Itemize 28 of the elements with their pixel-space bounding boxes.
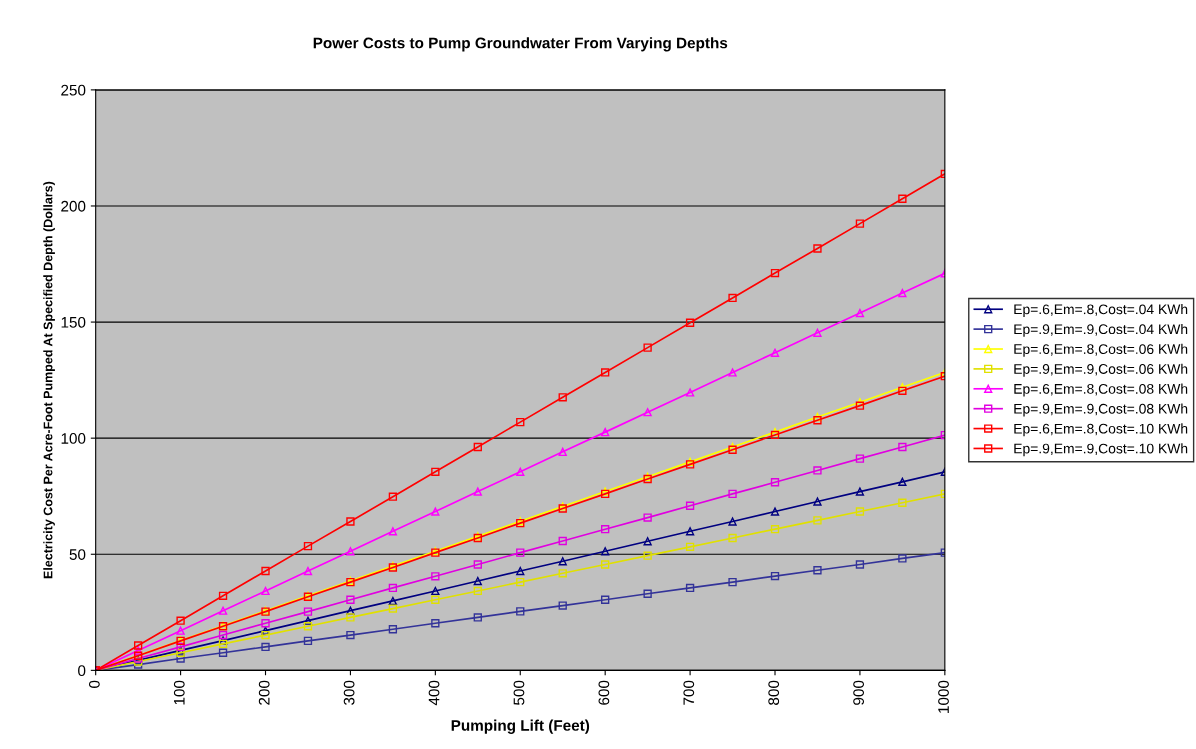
x-tick-label: 500	[513, 680, 525, 705]
x-tick-label: 200	[258, 680, 270, 705]
legend-label: Ep=.9,Em=.9,Cost=.04 KWh	[1014, 323, 1188, 337]
legend-label: Ep=.9,Em=.9,Cost=.08 KWh	[1014, 403, 1188, 417]
x-tick-label: 100	[173, 680, 185, 705]
x-tick-label: 300	[343, 680, 355, 705]
y-tick-label: 0	[78, 665, 86, 677]
legend-label: Ep=.6,Em=.8,Cost=.08 KWh	[1014, 383, 1188, 397]
x-axis-title: Pumping Lift (Feet)	[451, 719, 590, 734]
x-tick-label: 900	[853, 680, 865, 705]
x-tick-label: 600	[598, 680, 610, 705]
x-tick-label: 800	[768, 680, 780, 705]
legend-label: Ep=.6,Em=.8,Cost=.06 KWh	[1014, 343, 1188, 357]
y-axis-title: Electricity Cost Per Acre-Foot Pumped At Specified Depth (Dollars)	[43, 181, 55, 579]
x-tick-label: 0	[88, 680, 100, 688]
x-tick-label: 1000	[938, 680, 949, 713]
y-tick-label: 50	[69, 549, 86, 560]
y-tick-label: 250	[61, 84, 86, 96]
y-tick-label: 200	[61, 200, 86, 212]
y-tick-label: 150	[61, 316, 86, 328]
chart-title: Power Costs to Pump Groundwater From Varying Depths	[313, 37, 728, 52]
x-tick-label: 400	[428, 680, 440, 706]
x-tick-label: 700	[683, 680, 695, 705]
y-tick-label: 100	[61, 433, 86, 444]
legend-label: Ep=.6,Em=.8,Cost=.04 KWh	[1014, 304, 1188, 317]
legend-label: Ep=.9,Em=.9,Cost=.06 KWh	[1014, 363, 1188, 377]
legend-label: Ep=.9,Em=.9,Cost=.10 KWh	[1014, 443, 1188, 457]
legend-label: Ep=.6,Em=.8,Cost=.10 KWh	[1014, 423, 1188, 437]
